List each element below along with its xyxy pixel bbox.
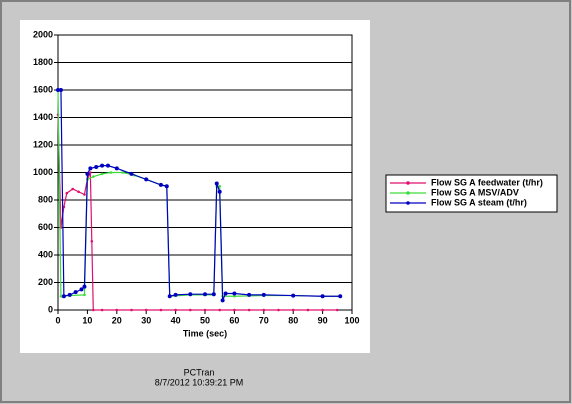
y-tick-label: 800 — [38, 194, 53, 204]
data-point — [83, 193, 86, 196]
legend-marker — [406, 191, 410, 195]
data-point — [91, 308, 95, 312]
data-point — [105, 163, 110, 168]
y-tick-label: 1400 — [33, 112, 53, 122]
data-point — [247, 292, 252, 297]
data-point — [261, 292, 266, 297]
data-point — [56, 88, 60, 92]
data-point — [100, 163, 105, 168]
y-tick-label: 1000 — [33, 167, 53, 177]
data-point — [121, 171, 124, 174]
data-point — [217, 189, 222, 194]
data-point — [306, 308, 310, 312]
data-point — [91, 175, 95, 178]
data-point — [88, 166, 93, 171]
y-tick-label: 0 — [48, 304, 53, 314]
data-point — [65, 191, 69, 195]
data-point — [291, 293, 296, 298]
x-tick-label: 90 — [318, 315, 328, 325]
footer-timestamp: 8/7/2012 10:39:21 PM — [155, 377, 244, 387]
data-point — [89, 171, 92, 174]
legend-marker — [406, 181, 410, 185]
data-point — [214, 181, 219, 186]
footer-app: PCTran — [184, 367, 215, 377]
data-point — [61, 294, 66, 299]
x-tick-label: 30 — [141, 315, 151, 325]
data-point — [114, 166, 119, 171]
y-tick-label: 600 — [38, 222, 53, 232]
y-tick-label: 1600 — [33, 84, 53, 94]
x-tick-label: 70 — [259, 315, 269, 325]
data-point — [85, 171, 90, 176]
data-point — [188, 292, 193, 297]
data-point — [67, 292, 72, 297]
y-tick-label: 2000 — [33, 29, 53, 39]
data-point — [71, 187, 74, 191]
x-tick-label: 20 — [112, 315, 122, 325]
legend-marker — [406, 201, 410, 205]
x-axis-label: Time (sec) — [183, 328, 227, 338]
data-point — [144, 177, 149, 182]
data-point — [59, 294, 63, 298]
data-point — [203, 308, 207, 312]
legend-label: Flow SG A MSV/ADV — [431, 187, 519, 197]
data-point — [129, 171, 134, 176]
y-tick-label: 1200 — [33, 139, 53, 149]
data-point — [211, 292, 216, 297]
x-tick-label: 60 — [229, 315, 239, 325]
series-line — [57, 114, 338, 311]
data-point — [232, 291, 237, 296]
data-point — [189, 308, 192, 312]
data-point — [218, 308, 221, 312]
x-tick-label: 80 — [288, 315, 298, 325]
data-point — [79, 287, 84, 292]
legend-label: Flow SG A steam (t/hr) — [431, 197, 527, 207]
data-point — [167, 294, 172, 299]
data-point — [223, 291, 228, 296]
data-point — [321, 308, 324, 312]
data-point — [320, 294, 325, 299]
data-point — [144, 308, 148, 312]
data-point — [291, 308, 295, 312]
x-tick-label: 40 — [171, 315, 181, 325]
data-point — [277, 308, 280, 312]
data-point — [164, 184, 169, 189]
x-tick-label: 0 — [55, 315, 60, 325]
data-point — [130, 308, 133, 312]
y-tick-label: 200 — [38, 277, 53, 287]
data-point — [218, 184, 221, 188]
data-point — [233, 308, 236, 312]
data-point — [62, 205, 66, 209]
data-point — [336, 308, 339, 312]
y-tick-label: 1800 — [33, 57, 53, 67]
x-tick-label: 50 — [200, 315, 210, 325]
data-point — [159, 308, 163, 312]
x-tick-label: 10 — [82, 315, 92, 325]
data-point — [100, 172, 104, 176]
data-point — [158, 182, 163, 187]
data-point — [173, 292, 178, 297]
data-point — [83, 293, 86, 297]
data-point — [82, 284, 87, 289]
x-tick-label: 100 — [344, 315, 359, 325]
data-point — [262, 308, 266, 312]
data-point — [73, 290, 78, 295]
data-point — [58, 88, 63, 92]
data-point — [94, 165, 99, 169]
data-point — [100, 308, 104, 312]
legend-label: Flow SG A feedwater (t/hr) — [431, 177, 543, 187]
data-point — [233, 294, 236, 298]
data-point — [90, 239, 94, 243]
data-point — [247, 308, 251, 312]
y-tick-label: 400 — [38, 249, 53, 259]
data-point — [203, 292, 207, 297]
data-point — [77, 190, 80, 194]
data-point — [109, 171, 113, 174]
data-point — [338, 294, 343, 299]
data-point — [174, 308, 177, 312]
data-point — [115, 308, 119, 312]
data-point — [220, 298, 225, 303]
